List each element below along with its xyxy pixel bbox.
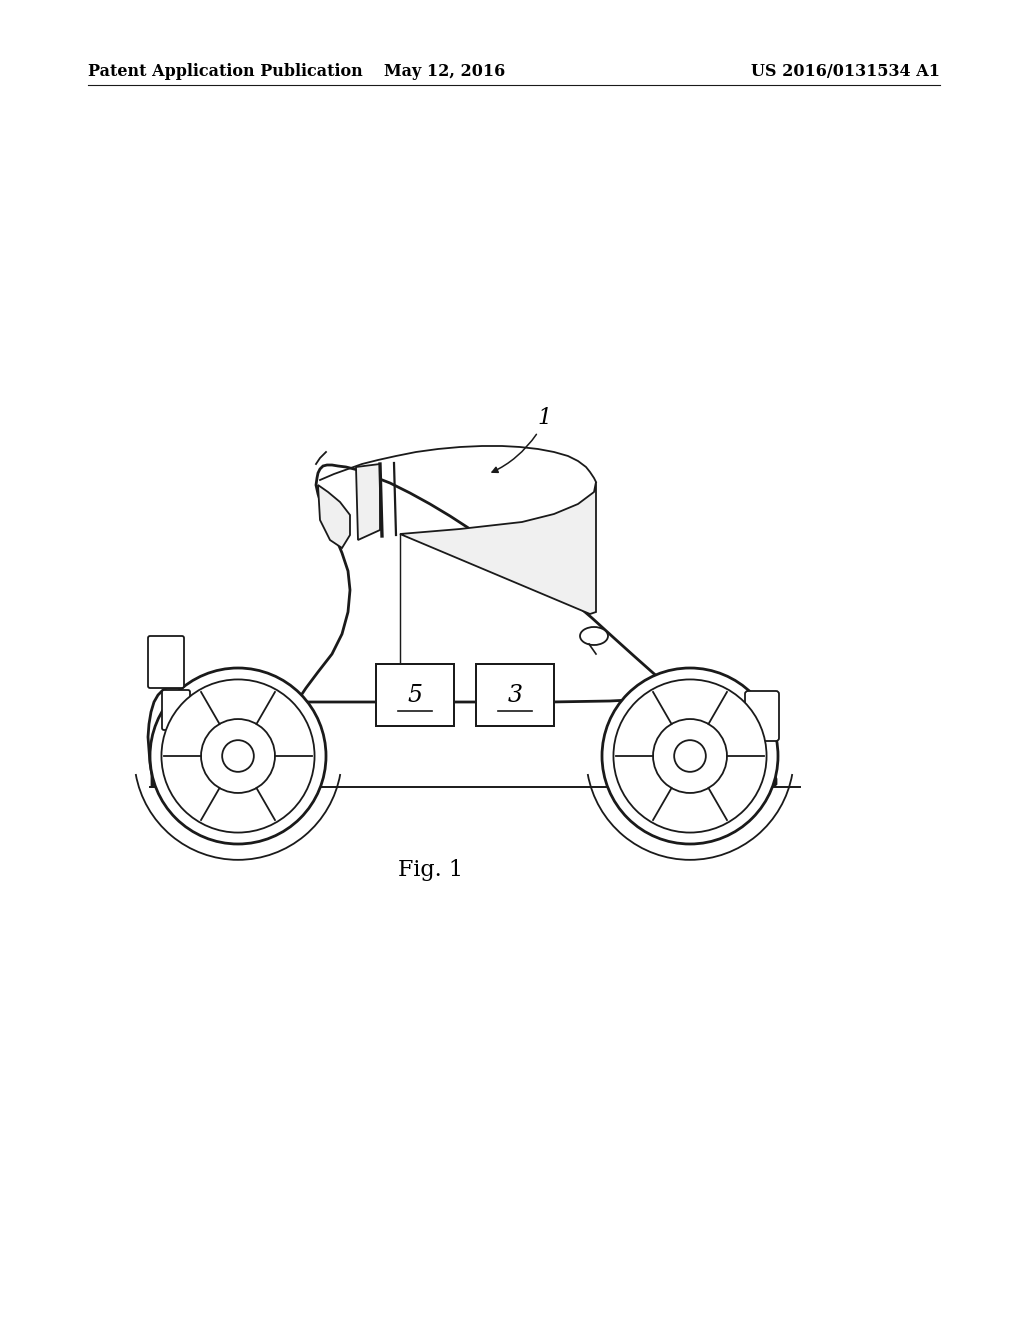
Ellipse shape	[580, 627, 608, 645]
FancyBboxPatch shape	[148, 636, 184, 688]
Circle shape	[162, 680, 314, 833]
Bar	[376, 664, 454, 726]
Circle shape	[222, 741, 254, 772]
Polygon shape	[148, 465, 776, 787]
Circle shape	[674, 741, 706, 772]
Circle shape	[602, 668, 778, 843]
FancyBboxPatch shape	[162, 690, 190, 730]
Text: May 12, 2016: May 12, 2016	[384, 63, 506, 81]
Text: 5: 5	[408, 684, 423, 706]
Bar	[476, 664, 554, 726]
FancyBboxPatch shape	[745, 690, 779, 741]
Polygon shape	[400, 482, 596, 614]
Circle shape	[201, 719, 275, 793]
Polygon shape	[356, 465, 380, 540]
Text: 3: 3	[508, 684, 522, 706]
Polygon shape	[318, 484, 350, 548]
Text: US 2016/0131534 A1: US 2016/0131534 A1	[751, 63, 940, 81]
Circle shape	[150, 668, 326, 843]
Circle shape	[653, 719, 727, 793]
Circle shape	[613, 680, 767, 833]
Text: Patent Application Publication: Patent Application Publication	[88, 63, 362, 81]
FancyArrowPatch shape	[493, 434, 537, 473]
Text: Fig. 1: Fig. 1	[397, 859, 463, 880]
Text: 1: 1	[538, 407, 552, 429]
